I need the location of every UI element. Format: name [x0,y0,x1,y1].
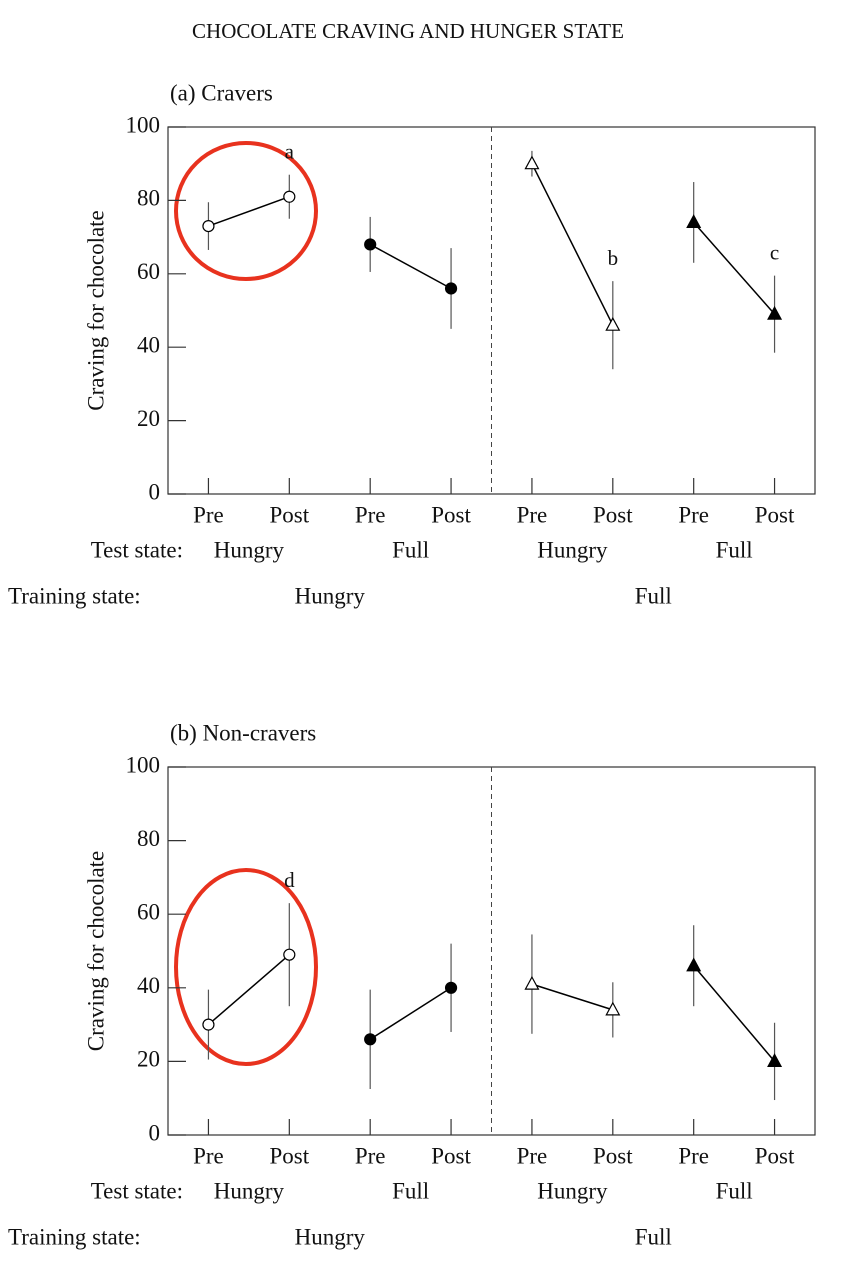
y-tick-label: 20 [137,406,160,431]
x-tick-label: Post [269,1143,309,1168]
x-tick-label: Pre [678,1143,709,1168]
marker [283,190,296,203]
x-tick-label: Pre [517,502,548,527]
test-state: Hungry [537,537,608,562]
series-line [531,983,614,1011]
marker [364,1033,377,1046]
series-line [369,243,452,290]
x-tick-label: Post [269,502,309,527]
marker [686,957,702,972]
x-tick-label: Pre [193,1143,224,1168]
y-tick-label: 100 [126,752,161,777]
marker [524,975,540,990]
figure-title: CHOCOLATE CRAVING AND HUNGER STATE [192,19,624,43]
highlight-circle [174,868,318,1066]
training-state: Full [635,583,672,608]
x-tick-label: Post [431,1143,471,1168]
panel-title: (b) Non-cravers [170,720,316,745]
x-tick-label: Pre [517,1143,548,1168]
training-state-label: Training state: [8,583,141,608]
x-tick-label: Pre [355,1143,386,1168]
test-state: Hungry [214,1178,285,1203]
annotation: d [284,868,295,892]
x-tick-label: Pre [193,502,224,527]
y-tick-label: 40 [137,973,160,998]
x-tick-label: Post [431,502,471,527]
marker [767,1053,783,1067]
test-state: Full [392,537,429,562]
y-axis-label: Craving for chocolate [83,210,108,411]
training-state: Hungry [295,583,366,608]
marker [686,214,702,229]
series-line [207,954,290,1026]
y-tick-label: 0 [149,479,161,504]
y-tick-label: 20 [137,1047,160,1072]
series-line [369,987,452,1040]
x-tick-label: Post [593,1143,633,1168]
training-state-label: Training state: [8,1224,141,1249]
test-state: Hungry [537,1178,608,1203]
y-tick-label: 40 [137,332,160,357]
x-tick-label: Pre [355,502,386,527]
y-tick-label: 60 [137,259,160,284]
series-line [208,196,290,227]
series-line [531,163,614,326]
x-tick-label: Pre [678,502,709,527]
test-state: Full [716,1178,753,1203]
training-state: Full [635,1224,672,1249]
panel-title: (a) Cravers [170,80,273,105]
marker [202,1018,215,1031]
training-state: Hungry [295,1224,366,1249]
test-state-label: Test state: [91,1178,183,1203]
annotation: c [770,240,779,264]
annotation: a [285,140,295,164]
x-tick-label: Post [755,1143,795,1168]
marker [364,238,377,251]
test-state: Hungry [214,537,285,562]
x-tick-label: Post [755,502,795,527]
y-axis-label: Craving for chocolate [83,851,108,1052]
highlight-circle [174,141,318,281]
marker [605,316,621,331]
marker [283,948,296,961]
marker [767,305,783,320]
test-state-label: Test state: [91,537,183,562]
test-state: Full [716,537,753,562]
marker [524,155,540,170]
marker [444,282,458,295]
y-tick-label: 80 [137,186,160,211]
marker [444,981,458,994]
y-tick-label: 60 [137,899,160,924]
y-tick-label: 100 [126,112,161,137]
series-line [693,221,776,315]
series-line [693,965,776,1062]
marker [202,219,215,233]
annotation: b [608,246,619,270]
x-tick-label: Post [593,502,633,527]
test-state: Full [392,1178,429,1203]
y-tick-label: 0 [149,1120,161,1145]
marker [605,1001,621,1016]
y-tick-label: 80 [137,826,160,851]
